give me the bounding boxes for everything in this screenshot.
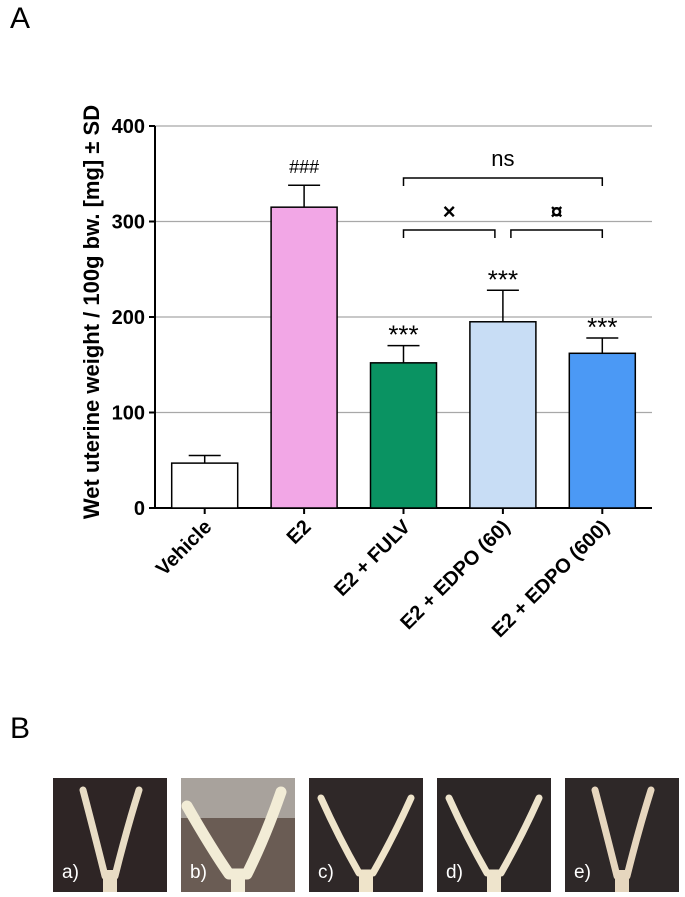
- comparison-label: ns: [491, 146, 514, 171]
- panel-b-label: B: [10, 712, 31, 745]
- x-tick-label: E2 + FULV: [330, 516, 415, 601]
- bar: [469, 321, 537, 509]
- comparison-bracket: [510, 229, 604, 238]
- x-tick-label: Vehicle: [152, 516, 216, 580]
- bar: [170, 462, 239, 509]
- bar-chart: 0 100 200 300 400 Wet uterine weight / 100g b…: [79, 105, 652, 642]
- photo-label: a): [62, 862, 79, 883]
- uterus-photo: c): [309, 778, 423, 892]
- bar: [568, 352, 637, 509]
- bar: [270, 206, 338, 509]
- photo-label: c): [318, 862, 334, 883]
- significance-label: ***: [488, 264, 518, 294]
- y-tick-label: 400: [112, 116, 145, 138]
- photo-label: b): [190, 862, 207, 883]
- significance-label: ***: [388, 320, 418, 350]
- comparison-label: ¤: [550, 199, 562, 224]
- x-tick-label: E2: [283, 516, 316, 549]
- uterus-photo: e): [565, 778, 679, 892]
- panel-a-label: A: [10, 2, 31, 35]
- bar: [369, 362, 438, 509]
- comparison-bracket: [402, 177, 604, 186]
- photo-label: e): [574, 862, 591, 883]
- significance-label: ***: [587, 312, 617, 342]
- significance-label: ###: [289, 157, 319, 177]
- photo-label: d): [446, 862, 463, 883]
- y-tick-label: 200: [112, 307, 145, 329]
- uterus-photo: a): [53, 778, 167, 892]
- y-tick-label: 100: [112, 403, 145, 425]
- y-tick-label: 0: [134, 498, 145, 520]
- y-axis-title: Wet uterine weight / 100g bw. [mg] ± SD: [79, 105, 104, 519]
- uterus-photo: b): [181, 778, 295, 892]
- y-tick-label: 300: [112, 212, 145, 234]
- uterus-photo: d): [437, 778, 551, 892]
- comparison-bracket: [402, 229, 496, 238]
- comparison-label: ×: [443, 199, 456, 224]
